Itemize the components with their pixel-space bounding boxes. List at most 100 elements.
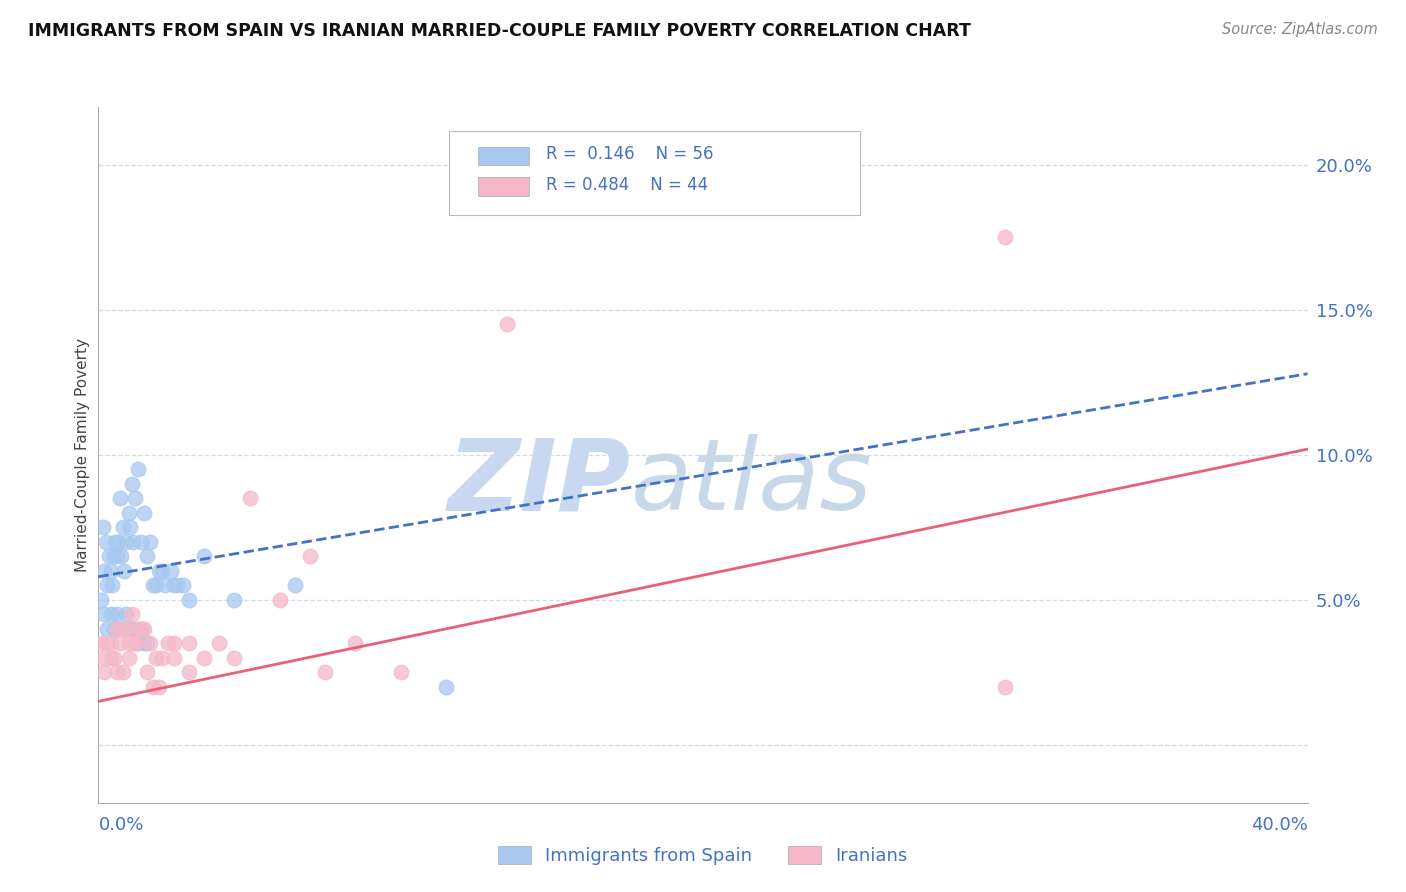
Point [96,622,118,636]
Text: ZIP: ZIP [447,434,630,532]
Point [124,491,146,506]
Point [111,665,134,680]
Point [103,651,125,665]
Point [299,549,322,564]
Point [179,636,201,650]
Point [120,520,142,534]
Point [193,651,215,665]
Point [108,636,131,650]
Point [122,534,145,549]
Point [114,534,136,549]
Point [93,564,115,578]
Point [148,564,170,578]
Point [91,520,114,534]
Point [224,592,246,607]
FancyBboxPatch shape [478,146,529,166]
Point [135,636,157,650]
Point [284,578,307,592]
Point [142,578,165,592]
Point [114,622,136,636]
Point [135,549,157,564]
Point [239,491,262,506]
Point [129,622,152,636]
FancyBboxPatch shape [478,178,529,196]
Point [139,534,162,549]
Point [150,651,173,665]
Point [105,665,128,680]
Point [994,230,1017,244]
Point [145,651,167,665]
Point [94,534,117,549]
Point [434,680,457,694]
Point [314,665,336,680]
Point [145,578,167,592]
Point [389,665,412,680]
Point [495,318,517,332]
Point [112,564,135,578]
Point [90,636,112,650]
Point [124,636,146,650]
Point [127,636,149,650]
Point [96,578,118,592]
Point [132,636,155,650]
Point [172,578,194,592]
Point [100,651,122,665]
Point [114,607,136,622]
Point [108,491,131,506]
Y-axis label: Married-Couple Family Poverty: Married-Couple Family Poverty [75,338,90,572]
Point [163,578,186,592]
Point [179,665,201,680]
Point [103,549,125,564]
Point [344,636,367,650]
Point [208,636,231,650]
Point [193,549,215,564]
Point [132,506,155,520]
Point [93,665,115,680]
Point [111,622,134,636]
Point [163,636,186,650]
Point [105,549,128,564]
Point [150,564,173,578]
FancyBboxPatch shape [449,131,860,215]
Point [93,651,115,665]
Point [118,651,141,665]
Point [100,564,122,578]
Point [101,578,124,592]
Point [153,578,176,592]
Text: 0.0%: 0.0% [98,816,143,834]
Point [160,564,183,578]
Point [93,607,115,622]
Point [100,636,122,650]
Point [90,592,112,607]
Point [118,622,141,636]
Point [148,680,170,694]
Point [179,592,201,607]
Point [103,622,125,636]
Point [166,578,188,592]
Point [156,636,179,650]
Point [104,534,127,549]
Point [118,636,141,650]
Point [110,549,132,564]
Point [163,651,186,665]
Point [105,607,128,622]
Legend: Immigrants from Spain, Iranians: Immigrants from Spain, Iranians [489,837,917,874]
Point [121,476,143,491]
Point [142,680,165,694]
Point [105,622,128,636]
Point [96,636,118,650]
Point [124,636,146,650]
Point [127,462,149,476]
Point [129,622,152,636]
Text: R = 0.484    N = 44: R = 0.484 N = 44 [546,176,709,194]
Point [98,549,121,564]
Text: 40.0%: 40.0% [1251,816,1308,834]
Point [124,622,146,636]
Point [994,680,1017,694]
Point [121,622,143,636]
Point [139,636,162,650]
Point [111,520,134,534]
Point [127,622,149,636]
Point [111,622,134,636]
Point [121,607,143,622]
